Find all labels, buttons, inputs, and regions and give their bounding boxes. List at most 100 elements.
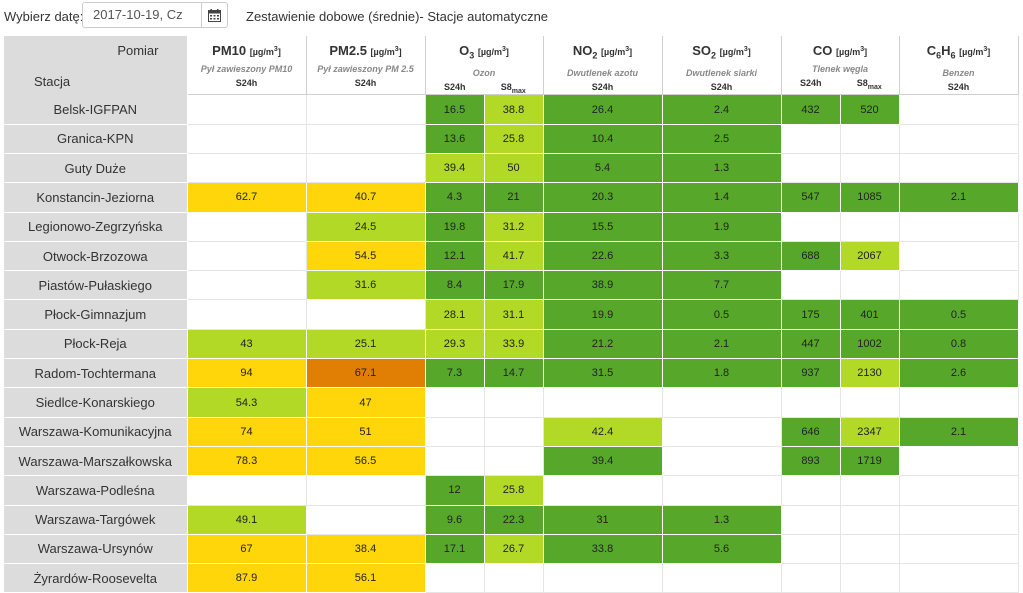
measurement-cell bbox=[483, 563, 544, 593]
measurement-cell bbox=[898, 94, 1019, 125]
measurement-cell: 893 bbox=[780, 445, 841, 477]
station-name[interactable]: Warszawa-Marszałkowska bbox=[4, 446, 188, 477]
measurement-cell: 2.1 bbox=[661, 328, 782, 360]
pollutant-name: PM10 [µg/m3] bbox=[212, 43, 281, 58]
averaging-labels: S24h bbox=[663, 82, 781, 92]
measurement-cell: 47 bbox=[305, 387, 426, 418]
measurement-cell bbox=[898, 563, 1019, 593]
measurement-cell: 50 bbox=[483, 152, 544, 184]
measurement-cell bbox=[839, 211, 900, 242]
measurement-cell: 33.9 bbox=[483, 328, 544, 360]
measurement-cell bbox=[661, 416, 782, 447]
station-name[interactable]: Warszawa-Podleśna bbox=[4, 475, 188, 506]
measurement-header: Pomiar bbox=[117, 43, 159, 58]
station-name[interactable]: Belsk-IGFPAN bbox=[4, 94, 188, 125]
station-name[interactable]: Płock-Gimnazjum bbox=[4, 299, 188, 330]
measurement-cell: 49.1 bbox=[186, 504, 307, 535]
measurement-cell: 21.2 bbox=[542, 328, 663, 360]
measurement-cell bbox=[839, 270, 900, 301]
measurement-cell: 41.7 bbox=[483, 240, 544, 272]
station-name[interactable]: Płock-Reja bbox=[4, 329, 188, 360]
measurement-cell: 56.5 bbox=[305, 445, 426, 477]
measurement-cell: 31.2 bbox=[483, 211, 544, 242]
station-name[interactable]: Otwock-Brzozowa bbox=[4, 241, 188, 272]
station-name[interactable]: Radom-Tochtermana bbox=[4, 358, 188, 389]
measurement-cell: 26.4 bbox=[542, 94, 663, 125]
measurement-cell: 21 bbox=[483, 182, 544, 213]
measurement-cell: 94 bbox=[186, 358, 307, 389]
station-name[interactable]: Piastów-Pułaskiego bbox=[4, 270, 188, 301]
measurement-cell bbox=[186, 211, 307, 242]
measurement-cell: 26.7 bbox=[483, 533, 544, 565]
measurement-cell bbox=[305, 94, 426, 125]
station-name[interactable]: Warszawa-Komunikacyjna bbox=[4, 417, 188, 447]
measurement-cell: 24.5 bbox=[305, 211, 426, 242]
measurement-cell bbox=[542, 475, 663, 506]
measurement-cell bbox=[661, 475, 782, 506]
measurement-cell: 2.5 bbox=[661, 123, 782, 154]
pollutant-name: CO [µg/m3] bbox=[812, 43, 868, 58]
measurement-cell bbox=[305, 504, 426, 535]
averaging-label: S24h bbox=[235, 78, 258, 88]
station-name[interactable]: Warszawa-Ursynów bbox=[4, 534, 188, 565]
measurement-cell: 1.8 bbox=[661, 358, 782, 389]
measurement-cell: 1.4 bbox=[661, 182, 782, 213]
measurement-cell: 56.1 bbox=[305, 563, 426, 593]
measurement-cell: 13.6 bbox=[424, 123, 485, 154]
averaging-label: S8max bbox=[500, 81, 526, 95]
measurement-cell: 42.4 bbox=[542, 416, 663, 447]
measurement-cell bbox=[780, 387, 841, 418]
measurement-cell bbox=[483, 445, 544, 477]
measurement-cell: 401 bbox=[839, 299, 900, 330]
measurement-cell: 67 bbox=[186, 533, 307, 565]
station-name[interactable]: Guty Duże bbox=[4, 153, 188, 184]
pollutant-header: O3 [µg/m3] Ozon S24h S8max bbox=[424, 36, 544, 96]
measurement-cell bbox=[898, 504, 1019, 535]
header-corner: Pomiar Stacja bbox=[4, 36, 188, 95]
measurement-cell bbox=[542, 387, 663, 418]
measurement-cell bbox=[839, 475, 900, 506]
averaging-label: S24h bbox=[710, 81, 733, 92]
date-input[interactable]: 2017-10-19, Cz bbox=[82, 2, 202, 28]
measurement-cell: 43 bbox=[186, 328, 307, 360]
measurement-cell: 38.4 bbox=[305, 533, 426, 565]
table-row: Konstancin-Jeziorna 62.7 40.7 4.3 21 20.3 1.4 5… bbox=[4, 182, 1019, 213]
measurement-cell bbox=[898, 240, 1019, 272]
measurement-cell: 2067 bbox=[839, 240, 900, 272]
measurement-cell bbox=[424, 387, 485, 418]
measurement-cell bbox=[186, 123, 307, 154]
station-name[interactable]: Siedlce-Konarskiego bbox=[4, 387, 188, 418]
measurement-cell bbox=[780, 533, 841, 565]
measurement-cell: 12 bbox=[424, 475, 485, 506]
page-title: Zestawienie dobowe (średnie)- Stacje aut… bbox=[246, 9, 549, 24]
measurement-cell bbox=[305, 123, 426, 154]
measurement-cell: 87.9 bbox=[186, 563, 307, 593]
station-name[interactable]: Konstancin-Jeziorna bbox=[4, 182, 188, 213]
measurement-cell bbox=[186, 240, 307, 272]
measurement-cell: 1085 bbox=[839, 182, 900, 213]
measurement-cell bbox=[661, 387, 782, 418]
station-name[interactable]: Warszawa-Targówek bbox=[4, 505, 188, 535]
averaging-labels: S24h S8max bbox=[782, 78, 899, 91]
measurement-cell bbox=[542, 563, 663, 593]
measurement-cell: 31 bbox=[542, 504, 663, 535]
station-name[interactable]: Żyrardów-Roosevelta bbox=[4, 563, 188, 593]
measurement-cell bbox=[898, 123, 1019, 154]
pollutant-header: CO [µg/m3] Tlenek węgla S24h S8max bbox=[780, 36, 900, 96]
station-name[interactable]: Granica-KPN bbox=[4, 124, 188, 154]
table-row: Piastów-Pułaskiego 31.6 8.4 17.9 38.9 7.7 bbox=[4, 270, 1019, 301]
station-header: Stacja bbox=[34, 74, 71, 89]
measurement-cell: 9.6 bbox=[424, 504, 485, 535]
measurement-cell: 1.3 bbox=[661, 152, 782, 184]
calendar-button[interactable] bbox=[202, 2, 228, 28]
measurement-cell: 12.1 bbox=[424, 240, 485, 272]
measurement-cell: 78.3 bbox=[186, 445, 307, 477]
measurement-cell: 20.3 bbox=[542, 182, 663, 213]
table-row: Belsk-IGFPAN 16.5 38.8 26.4 2.4 432 520 bbox=[4, 94, 1019, 125]
measurement-cell: 19.8 bbox=[424, 211, 485, 242]
station-name[interactable]: Legionowo-Zegrzyńska bbox=[4, 212, 188, 242]
pollutant-description: Pył zawieszony PM10 bbox=[200, 64, 293, 74]
measurement-cell: 16.5 bbox=[424, 94, 485, 125]
table-row: Legionowo-Zegrzyńska 24.5 19.8 31.2 15.5 1.9 bbox=[4, 211, 1019, 242]
measurement-cell: 19.9 bbox=[542, 299, 663, 330]
